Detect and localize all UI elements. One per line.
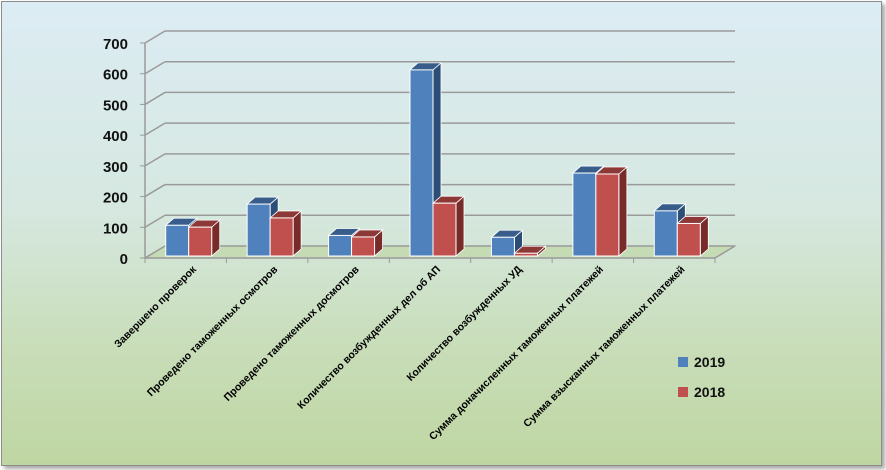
bar-front bbox=[188, 226, 213, 257]
category-label: Проведено таможенных осмотров bbox=[145, 263, 281, 399]
category-label: Завершено проверок bbox=[112, 263, 199, 350]
bar-side bbox=[618, 166, 628, 257]
bar-front bbox=[409, 69, 434, 257]
wall-gridline bbox=[144, 245, 166, 259]
wall-gridline bbox=[144, 30, 166, 44]
floor-edge bbox=[714, 245, 736, 259]
bar-front bbox=[513, 252, 538, 257]
wall-gridline bbox=[144, 91, 166, 106]
bar-2018 bbox=[187, 219, 221, 257]
bar-front bbox=[328, 234, 353, 257]
bar-2018 bbox=[350, 229, 384, 257]
y-tick-label: 600 bbox=[103, 67, 128, 84]
category-label: Проведено таможенных досмотров bbox=[222, 263, 362, 403]
y-tick-label: 400 bbox=[103, 128, 128, 145]
bar-2019 bbox=[490, 229, 524, 257]
bar-2018 bbox=[431, 195, 466, 257]
wall-gridline bbox=[144, 122, 166, 136]
wall-gridline bbox=[144, 214, 166, 228]
category-label: Количество возбужденных дел об АП bbox=[295, 264, 443, 412]
bar-2018 bbox=[513, 245, 547, 257]
bar-front bbox=[676, 222, 701, 257]
y-tick-label: 500 bbox=[103, 97, 128, 114]
bar-front bbox=[595, 173, 620, 257]
y-tick-label: 700 bbox=[103, 36, 128, 53]
bar-front bbox=[432, 202, 457, 257]
wall-gridline bbox=[144, 61, 166, 75]
legend-label: 2019 bbox=[694, 354, 725, 370]
bar-side bbox=[455, 195, 465, 257]
bar-front bbox=[165, 224, 190, 257]
bar-front bbox=[490, 236, 515, 257]
y-tick-label: 300 bbox=[103, 159, 128, 176]
bar-2018 bbox=[594, 166, 628, 257]
bar-front bbox=[246, 203, 271, 257]
wall-gridline bbox=[144, 153, 166, 167]
bar-front bbox=[572, 172, 597, 257]
bar-side bbox=[292, 210, 302, 257]
y-tick-label: 100 bbox=[103, 220, 128, 237]
wall-gridline bbox=[144, 183, 166, 198]
legend-swatch bbox=[678, 357, 688, 367]
legend-label: 2018 bbox=[694, 384, 725, 400]
category-label: Сумма взысканных таможенных платежей bbox=[521, 264, 687, 430]
legend-swatch bbox=[678, 387, 688, 397]
bar-2018 bbox=[676, 215, 710, 257]
y-tick-label: 0 bbox=[120, 251, 128, 268]
category-label: Сумма доначисленных таможенных платежей bbox=[427, 264, 606, 443]
bar-2018 bbox=[269, 210, 303, 257]
bar-front bbox=[351, 236, 376, 257]
y-tick-label: 200 bbox=[103, 190, 128, 207]
bar-front bbox=[653, 210, 678, 257]
bar-front bbox=[269, 217, 294, 257]
